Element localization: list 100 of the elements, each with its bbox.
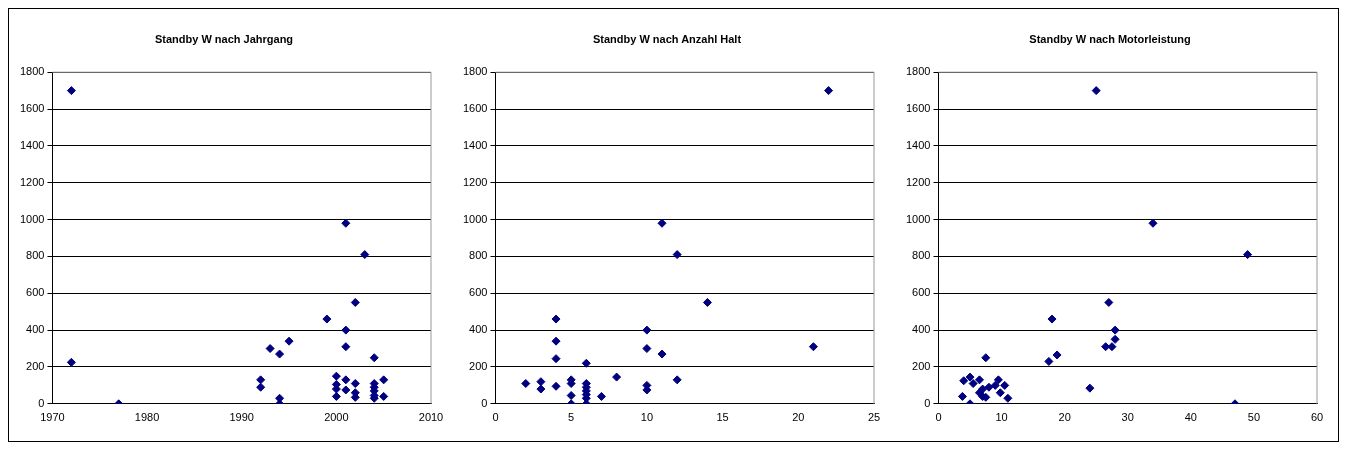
point: [1242, 250, 1252, 260]
chart-title: Standby W nach Jahrgang: [154, 32, 293, 45]
x-tick-label: 30: [1121, 411, 1134, 424]
point: [1002, 393, 1012, 403]
y-tick-label: 200: [25, 359, 44, 372]
point: [999, 380, 1009, 390]
point: [340, 375, 350, 385]
point: [340, 325, 350, 335]
y-tick-label: 1800: [905, 65, 930, 78]
point: [369, 353, 379, 363]
y-tick-label: 800: [911, 249, 930, 262]
y-tick-label: 1400: [19, 138, 44, 151]
point: [1052, 350, 1062, 360]
point: [1103, 297, 1113, 307]
point: [1110, 334, 1120, 344]
point: [1084, 383, 1094, 393]
point: [1091, 86, 1101, 96]
y-tick-label: 0: [923, 396, 930, 409]
x-tick-label: 10: [640, 411, 653, 424]
x-tick-label: 1980: [134, 411, 159, 424]
point: [1100, 342, 1110, 352]
point: [657, 218, 667, 228]
chart-title: Standby W nach Motorleistung: [1028, 32, 1191, 45]
y-tick-label: 400: [911, 323, 930, 336]
y-tick-label: 0: [37, 396, 44, 409]
x-tick-label: 20: [791, 411, 804, 424]
x-tick-label: 40: [1184, 411, 1197, 424]
point: [1047, 314, 1057, 324]
x-tick-label: 60: [1310, 411, 1323, 424]
point: [340, 342, 350, 352]
point: [359, 250, 369, 260]
x-tick-label: 0: [491, 411, 499, 424]
y-tick-label: 0: [480, 396, 487, 409]
x-tick-label: 5: [567, 411, 574, 424]
y-tick-label: 1400: [462, 138, 487, 151]
point: [823, 86, 833, 96]
y-tick-label: 1000: [462, 212, 487, 225]
point: [977, 384, 987, 394]
point: [990, 380, 1000, 390]
point: [808, 342, 818, 352]
y-tick-label: 1600: [19, 102, 44, 115]
y-tick-label: 800: [468, 249, 487, 262]
y-tick-label: 1600: [462, 102, 487, 115]
point: [321, 314, 331, 324]
point: [957, 391, 967, 401]
x-tick-label: 50: [1247, 411, 1260, 424]
y-tick-label: 200: [468, 359, 487, 372]
x-tick-label: 15: [715, 411, 729, 424]
point: [378, 391, 388, 401]
y-tick-label: 1800: [19, 65, 44, 78]
point: [350, 297, 360, 307]
y-tick-label: 200: [911, 359, 930, 372]
y-tick-label: 1200: [905, 175, 930, 188]
point: [581, 358, 591, 368]
point: [535, 377, 545, 387]
point: [66, 86, 76, 96]
point: [551, 381, 561, 391]
point: [284, 336, 294, 346]
point: [596, 391, 606, 401]
point: [1110, 325, 1120, 335]
point: [1043, 356, 1053, 366]
y-tick-label: 600: [25, 286, 44, 299]
x-tick-label: 2010: [418, 411, 443, 424]
point: [958, 376, 968, 386]
y-tick-label: 800: [25, 249, 44, 262]
point: [702, 297, 712, 307]
y-tick-label: 1200: [462, 175, 487, 188]
point: [980, 353, 990, 363]
point: [965, 372, 975, 382]
point: [255, 382, 265, 392]
point: [641, 344, 651, 354]
point: [551, 354, 561, 364]
point: [331, 371, 341, 381]
y-tick-label: 1000: [905, 212, 930, 225]
y-tick-label: 600: [911, 286, 930, 299]
point: [520, 379, 530, 389]
point: [566, 391, 576, 401]
point: [974, 375, 984, 385]
x-tick-label: 10: [994, 411, 1008, 424]
point: [331, 391, 341, 401]
x-tick-label: 25: [867, 411, 880, 424]
chart-title: Standby W nach Anzahl Halt: [592, 32, 741, 45]
point: [265, 344, 275, 354]
point: [993, 375, 1003, 385]
point: [66, 357, 76, 367]
point: [551, 336, 561, 346]
y-tick-label: 1200: [19, 175, 44, 188]
y-tick-label: 600: [468, 286, 487, 299]
point: [274, 349, 284, 359]
y-tick-label: 1000: [19, 212, 44, 225]
point: [611, 372, 621, 382]
y-tick-label: 1600: [905, 102, 930, 115]
y-tick-label: 1400: [905, 138, 930, 151]
x-tick-label: 1990: [228, 411, 254, 424]
point: [968, 379, 978, 389]
point: [995, 388, 1005, 398]
x-tick-label: 0: [934, 411, 942, 424]
y-tick-label: 400: [25, 323, 44, 336]
y-tick-label: 400: [468, 323, 487, 336]
point: [641, 325, 651, 335]
